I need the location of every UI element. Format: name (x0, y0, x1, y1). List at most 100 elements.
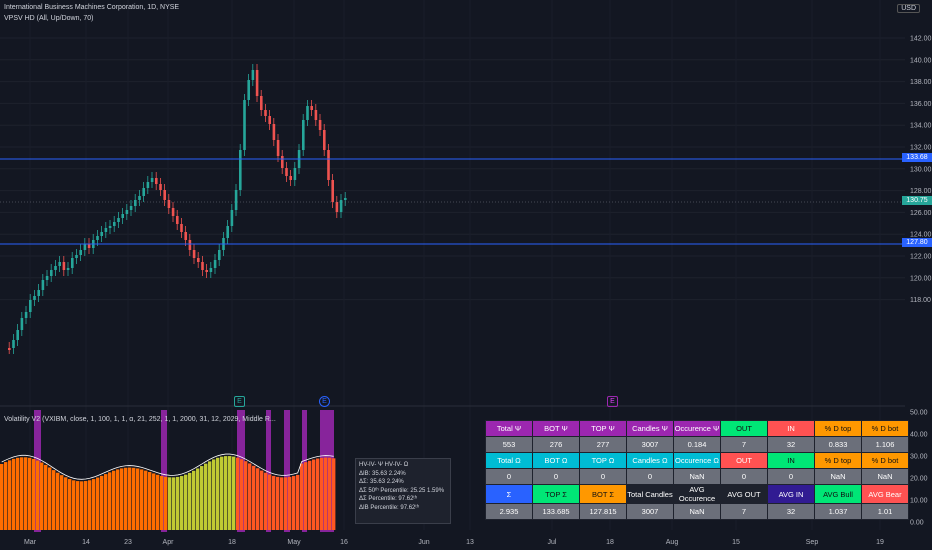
price-label-lower: 127.80 (902, 238, 932, 247)
candle-body (100, 232, 103, 236)
table-cell: 3007 (627, 504, 673, 519)
indicator-label-volatility[interactable]: Volatility V2 (VXIBM, close, 1, 100, 1, … (4, 416, 276, 423)
highlight-band (161, 410, 167, 532)
table-cell: AVG Bear (862, 485, 908, 503)
price-tick-label: 122.00 (910, 254, 932, 261)
indicator-label-vpsv[interactable]: VPSV HD (All, Up/Down, 70) (4, 15, 94, 22)
candle-body (113, 222, 116, 226)
volatility-bar (0, 464, 4, 530)
volatility-bar (44, 464, 48, 530)
volatility-line (1, 453, 334, 480)
table-cell: 0 (627, 469, 673, 484)
table-cell: 1.106 (862, 437, 908, 452)
volatility-bar (300, 463, 304, 530)
candle-body (54, 266, 57, 270)
candle-body (8, 348, 11, 350)
candle-body (146, 182, 150, 188)
volatility-bar (324, 457, 328, 530)
currency-badge[interactable]: USD (897, 4, 920, 13)
table-cell: 0.184 (674, 437, 720, 452)
earnings-event-icon[interactable]: E (234, 396, 245, 407)
volatility-bar (256, 468, 260, 530)
volatility-bar (136, 468, 140, 530)
osc-tick-label: 20.00 (910, 476, 928, 483)
volatility-bar (56, 472, 60, 530)
volatility-bar (100, 475, 104, 530)
volatility-bar (188, 472, 192, 530)
volatility-bar (280, 477, 284, 530)
volatility-bar (124, 467, 128, 530)
time-tick-label: 13 (466, 539, 474, 546)
table-cell: 3007 (627, 437, 673, 452)
volatility-bar (248, 463, 252, 530)
table-cell: AVG IN (768, 485, 814, 503)
volatility-bar (308, 460, 312, 530)
table-cell: OUT (721, 421, 767, 436)
time-tick-label: 19 (876, 539, 884, 546)
tooltip-line: HV-IV- Ψ HV-IV- Ω (359, 462, 409, 468)
candle-body (239, 150, 242, 190)
volatility-bar (180, 476, 184, 530)
candle-body (339, 200, 343, 212)
table-cell: % D bot (862, 453, 908, 468)
price-tick-label: 132.00 (910, 145, 932, 152)
candle-body (184, 232, 187, 240)
volatility-bar (104, 474, 108, 530)
price-tick-label: 140.00 (910, 57, 932, 64)
time-tick-label: May (287, 539, 301, 546)
table-cell: AVG Occurence (674, 485, 720, 503)
volatility-bar (28, 457, 32, 530)
price-label-upper: 133.68 (902, 153, 932, 162)
table-cell: NaN (862, 469, 908, 484)
volatility-bar (224, 456, 228, 530)
volatility-bar (200, 466, 204, 530)
candle-body (201, 262, 204, 270)
chart-title: International Business Machines Corporat… (4, 4, 180, 11)
osc-tick-label: 0.00 (910, 520, 924, 527)
price-tick-label: 136.00 (910, 101, 932, 108)
volatility-bar (116, 469, 120, 530)
candle-body (75, 255, 78, 258)
price-tick-label: 138.00 (910, 79, 932, 86)
volatility-bar (276, 476, 280, 530)
candle-body (87, 244, 91, 248)
table-cell: 277 (580, 437, 626, 452)
time-tick-label: 18 (228, 539, 236, 546)
candle-body (163, 190, 166, 200)
volatility-bar (144, 470, 148, 530)
candle-body (180, 224, 183, 232)
volatility-bar (260, 470, 264, 530)
volatility-bar (148, 472, 152, 530)
candle-body (150, 178, 154, 182)
statistics-table: Total Ψ BOT Ψ TOP Ψ Candles Ψ Occurence Ψ OUT… (485, 420, 909, 520)
table-cell: 276 (533, 437, 579, 452)
volatility-bar (284, 477, 288, 530)
table-row: 553 276 277 3007 0.184 7 32 0.833 1.106 (486, 437, 908, 452)
table-cell: 0 (486, 469, 532, 484)
candle-body (230, 210, 234, 226)
volatility-bar (156, 474, 160, 530)
time-tick-label: Apr (163, 539, 175, 546)
table-cell: NaN (815, 469, 861, 484)
earnings-event-icon[interactable]: E (607, 396, 618, 407)
earnings-event-icon[interactable]: E (319, 396, 330, 407)
volatility-bar (164, 476, 168, 530)
table-cell: 7 (721, 437, 767, 452)
candle-body (16, 330, 19, 340)
candle-body (62, 262, 66, 270)
volatility-bar (296, 474, 300, 530)
candle-body (83, 244, 87, 250)
candle-body (142, 188, 145, 196)
volatility-bar (72, 480, 76, 530)
tooltip-line: ΔΣ 50ᵗʰ Percentile: 25.25 1.59% (359, 487, 445, 494)
osc-tick-label: 30.00 (910, 454, 928, 461)
candle-body (226, 226, 229, 238)
time-tick-label: Aug (666, 539, 679, 546)
candle-body (335, 202, 339, 212)
volatility-bar (264, 472, 268, 530)
table-cell: 0 (580, 469, 626, 484)
volatility-bar (288, 476, 292, 530)
volatility-bar (168, 477, 172, 530)
volatility-bar (152, 473, 156, 530)
volatility-bar (68, 479, 72, 530)
